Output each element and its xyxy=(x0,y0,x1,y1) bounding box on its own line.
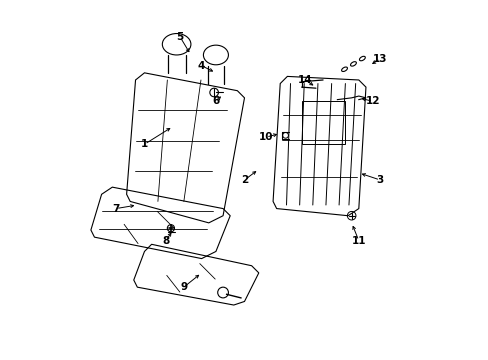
Text: 7: 7 xyxy=(112,203,120,213)
Text: 2: 2 xyxy=(241,175,247,185)
Text: 14: 14 xyxy=(297,75,312,85)
Text: 5: 5 xyxy=(176,32,183,42)
Text: 12: 12 xyxy=(365,96,380,107)
Text: 1: 1 xyxy=(141,139,148,149)
Text: 11: 11 xyxy=(351,236,366,246)
Text: 8: 8 xyxy=(162,236,169,246)
Text: 13: 13 xyxy=(372,54,386,64)
Text: 6: 6 xyxy=(212,96,219,107)
Text: 3: 3 xyxy=(376,175,383,185)
Text: 4: 4 xyxy=(198,61,205,71)
Text: 10: 10 xyxy=(258,132,273,142)
Bar xyxy=(301,102,344,144)
Text: 9: 9 xyxy=(180,282,187,292)
